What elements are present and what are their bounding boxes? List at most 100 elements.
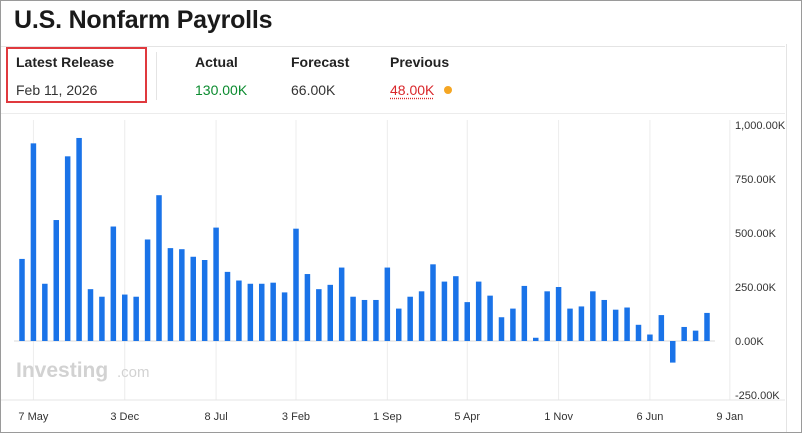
bar[interactable] [555, 287, 562, 341]
bar[interactable] [498, 317, 505, 341]
bar[interactable] [453, 276, 459, 341]
bar[interactable] [64, 156, 71, 341]
actual-value: 130.00K [195, 82, 248, 98]
bar[interactable] [327, 284, 334, 341]
bar[interactable] [521, 285, 528, 341]
watermark-brand: Investing [16, 359, 108, 382]
investing-watermark-logo: Investing .com [16, 359, 150, 382]
bar[interactable] [53, 220, 60, 341]
bar[interactable] [373, 299, 379, 341]
bar[interactable] [224, 271, 231, 341]
bar[interactable] [270, 282, 276, 341]
bar[interactable] [601, 299, 608, 341]
bar[interactable] [692, 330, 699, 341]
bar[interactable] [133, 296, 139, 341]
bar[interactable] [87, 289, 94, 341]
bar[interactable] [704, 312, 710, 341]
bar[interactable] [418, 291, 425, 341]
bar[interactable] [190, 256, 197, 341]
page-title: U.S. Nonfarm Payrolls [14, 6, 273, 34]
bar[interactable] [635, 324, 642, 341]
bar[interactable] [30, 143, 37, 341]
bar[interactable] [510, 308, 516, 341]
x-tick-label: 6 Jun [636, 411, 663, 423]
bar[interactable] [487, 295, 493, 341]
bar[interactable] [384, 267, 391, 341]
x-tick-label: 1 Nov [544, 411, 573, 423]
y-tick-label: 750.00K [735, 174, 777, 186]
bar[interactable] [156, 195, 162, 341]
bar[interactable] [475, 281, 482, 341]
bar[interactable] [144, 239, 151, 341]
bar-layer [19, 137, 710, 363]
previous-label: Previous [390, 54, 450, 70]
bar[interactable] [42, 283, 48, 341]
x-tick-label: 7 May [18, 411, 48, 423]
bar[interactable] [350, 296, 356, 341]
bar[interactable] [441, 281, 448, 341]
y-tick-label: 500.00K [735, 228, 777, 240]
bar[interactable] [316, 289, 322, 341]
bar[interactable] [259, 283, 265, 341]
bar[interactable] [658, 315, 665, 341]
bar[interactable] [179, 249, 185, 341]
bar[interactable] [407, 296, 413, 341]
bar[interactable] [670, 341, 676, 363]
right-edge-divider [786, 44, 787, 432]
forecast-value: 66.00K [291, 82, 336, 98]
bar[interactable] [396, 308, 402, 341]
bar[interactable] [304, 274, 311, 341]
grid-layer [1, 120, 785, 401]
bar[interactable] [578, 306, 585, 341]
bar[interactable] [647, 334, 653, 341]
stats-divider [156, 52, 157, 100]
x-tick-label: 3 Dec [110, 411, 139, 423]
bar[interactable] [464, 302, 471, 341]
bar[interactable] [167, 248, 174, 341]
bar[interactable] [544, 291, 550, 341]
x-tick-label: 5 Apr [454, 411, 480, 423]
bar[interactable] [281, 292, 288, 341]
latest-release-label: Latest Release [16, 54, 115, 70]
actual-label: Actual [195, 54, 238, 70]
bar[interactable] [213, 227, 219, 341]
latest-release-date: Feb 11, 2026 [16, 82, 98, 98]
bar[interactable] [361, 299, 368, 341]
bar[interactable] [19, 258, 25, 341]
y-tick-label: 0.00K [735, 336, 764, 348]
y-axis-ticks: 1,000.00K 750.00K 500.00K 250.00K 0.00K -250.… [735, 120, 786, 402]
bar[interactable] [201, 260, 208, 341]
bar[interactable] [76, 137, 82, 341]
y-tick-label: 250.00K [735, 282, 777, 294]
bar[interactable] [533, 337, 539, 341]
forecast-label: Forecast [291, 54, 350, 70]
chart-top-divider [1, 113, 785, 114]
x-axis-ticks: 7 May 3 Dec 8 Jul 3 Feb 1 Sep 5 Apr 1 Nov 6 Jun… [18, 411, 743, 423]
x-tick-label: 1 Sep [373, 411, 402, 423]
y-tick-label: -250.00K [735, 390, 780, 402]
bar[interactable] [430, 264, 436, 341]
latest-release-highlight [6, 47, 147, 103]
bar[interactable] [236, 280, 242, 341]
previous-value[interactable]: 48.00K [390, 82, 435, 98]
x-tick-label: 3 Feb [282, 411, 310, 423]
bar[interactable] [293, 228, 299, 341]
bar[interactable] [681, 326, 687, 341]
bar[interactable] [338, 267, 345, 341]
watermark-suffix: .com [117, 364, 150, 381]
x-tick-label: 8 Jul [204, 411, 227, 423]
bar[interactable] [612, 309, 619, 341]
bar[interactable] [624, 307, 630, 341]
previous-revised-dot-icon [444, 86, 452, 94]
y-tick-label: 1,000.00K [735, 120, 786, 132]
bar[interactable] [99, 296, 105, 341]
bar[interactable] [110, 226, 117, 341]
bar[interactable] [567, 308, 573, 341]
bar[interactable] [590, 291, 596, 341]
bar[interactable] [247, 283, 254, 341]
x-tick-label: 9 Jan [716, 411, 743, 423]
bar[interactable] [122, 294, 128, 341]
header-divider [1, 46, 785, 47]
